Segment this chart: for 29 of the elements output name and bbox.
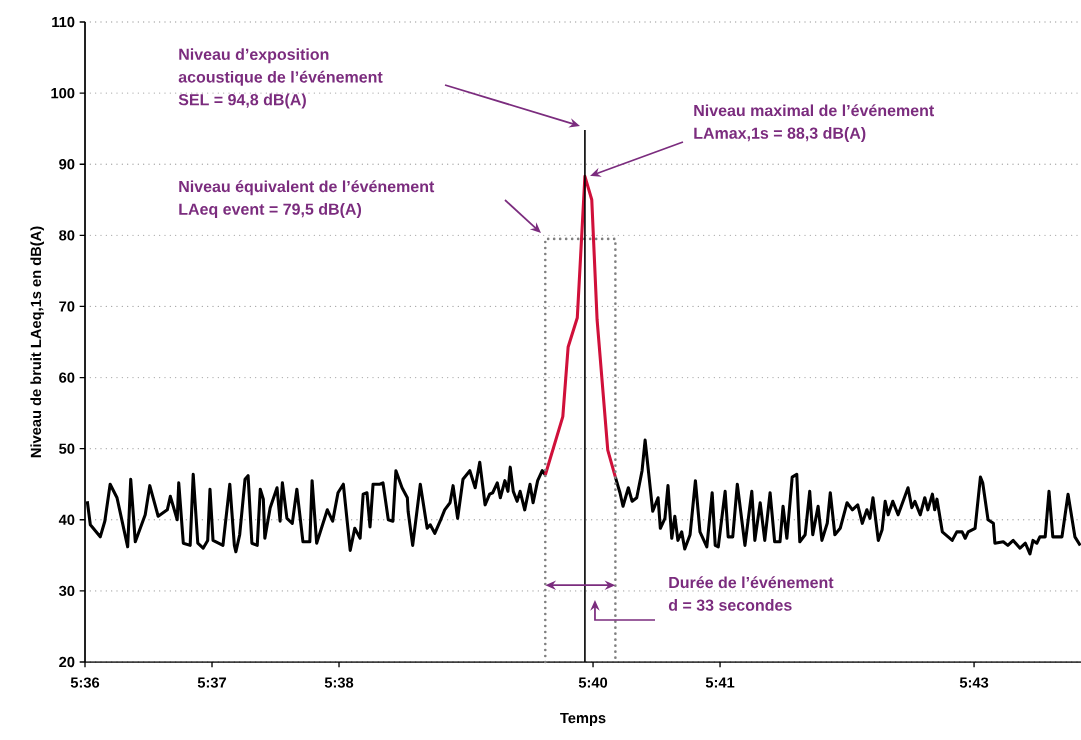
y-tick-label: 100 [51,87,75,99]
y-tick-label: 20 [59,656,75,668]
y-tick-label: 50 [59,443,75,454]
x-tick-label: 5:37 [197,677,227,688]
annotation: Niveau d’exposition [179,48,329,64]
annotation: acoustique de l’événement [178,70,383,86]
y-tick-label: 60 [59,372,75,383]
annotation: LAeq event = 79,5 dB(A) [179,203,362,218]
y-tick-label: 110 [52,16,75,28]
y-tick-label: 90 [59,159,75,170]
y-tick-label: 70 [59,301,75,312]
line-series [543,174,617,479]
x-tick-label: 5:43 [959,677,989,688]
x-tick-label: 5:38 [324,677,354,688]
x-tick-label: 5:36 [70,677,100,688]
x-axis-title: Temps [560,712,606,727]
annotation: Durée de l’événement [669,576,834,589]
line-series [613,438,1081,556]
x-tick-label: 5:41 [705,677,735,688]
y-tick-label: 30 [58,585,75,597]
y-tick-label: 40 [58,514,75,525]
annotation: LAmax,1s = 88,3 dB(A) [694,127,866,142]
annotation: Niveau maximal de l’événement [694,104,935,117]
annotation: Niveau équivalent de l’événement [179,180,435,196]
annotation: d = 33 secondes [668,599,792,611]
y-tick-label: 80 [59,230,75,241]
x-tick-label: 5:40 [578,677,608,688]
annotation: SEL = 94,8 dB(A) [178,93,306,109]
y-axis-title: Niveau de bruit LAeq,1s en dB(A) [30,226,44,458]
